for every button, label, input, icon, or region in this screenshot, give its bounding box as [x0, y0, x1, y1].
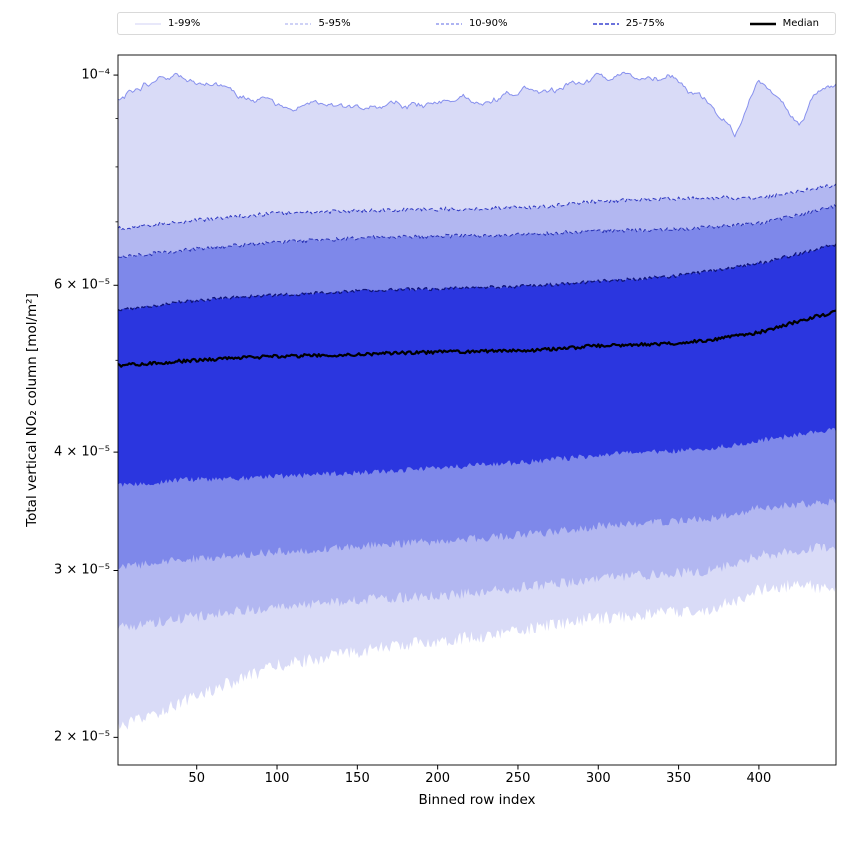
legend: 1-99% 5-95% 10-90% 25-75% Median	[117, 12, 836, 35]
legend-item-median: Median	[749, 18, 819, 29]
p95-line	[118, 183, 836, 231]
legend-label: 10-90%	[468, 18, 508, 29]
x-tick-label: 200	[425, 771, 451, 786]
y-axis-label: Total vertical NO₂ column [mol/m²]	[24, 293, 40, 527]
legend-label: 25-75%	[625, 18, 665, 29]
legend-line-sample	[592, 22, 619, 25]
p99-line	[118, 71, 836, 138]
x-tick-label: 350	[666, 771, 691, 786]
legend-item-1-99-: 1-99%	[134, 18, 200, 29]
p75-line	[118, 243, 836, 312]
legend-line-sample	[749, 22, 776, 25]
y-tick-label: 6 × 10⁻⁵	[53, 277, 110, 293]
legend-item-25-75-: 25-75%	[592, 18, 665, 29]
x-axis-label: Binned row index	[418, 792, 536, 808]
x-tick-label: 100	[264, 771, 290, 786]
x-tick-label: 250	[505, 771, 531, 786]
x-tick-label: 300	[585, 771, 611, 786]
x-tick-label: 400	[746, 771, 772, 786]
median-line	[118, 309, 836, 368]
legend-line-sample	[135, 22, 161, 25]
legend-label: 1-99%	[168, 18, 201, 29]
x-tick-label: 150	[344, 771, 370, 786]
legend-item-10-90-: 10-90%	[435, 18, 508, 29]
legend-line-sample	[435, 22, 462, 25]
y-tick-label: 2 × 10⁻⁵	[53, 729, 110, 745]
band-25-75%	[118, 243, 836, 487]
legend-label: 5-95%	[318, 18, 351, 29]
legend-label: Median	[782, 18, 819, 29]
legend-line-sample	[285, 22, 312, 25]
y-tick-label: 10⁻⁴	[81, 67, 110, 83]
axes-spines	[117, 54, 837, 766]
y-tick-label: 4 × 10⁻⁵	[53, 444, 110, 460]
x-tick-label: 50	[188, 771, 205, 786]
legend-item-5-95-: 5-95%	[284, 18, 351, 29]
y-tick-label: 3 × 10⁻⁵	[53, 562, 110, 578]
